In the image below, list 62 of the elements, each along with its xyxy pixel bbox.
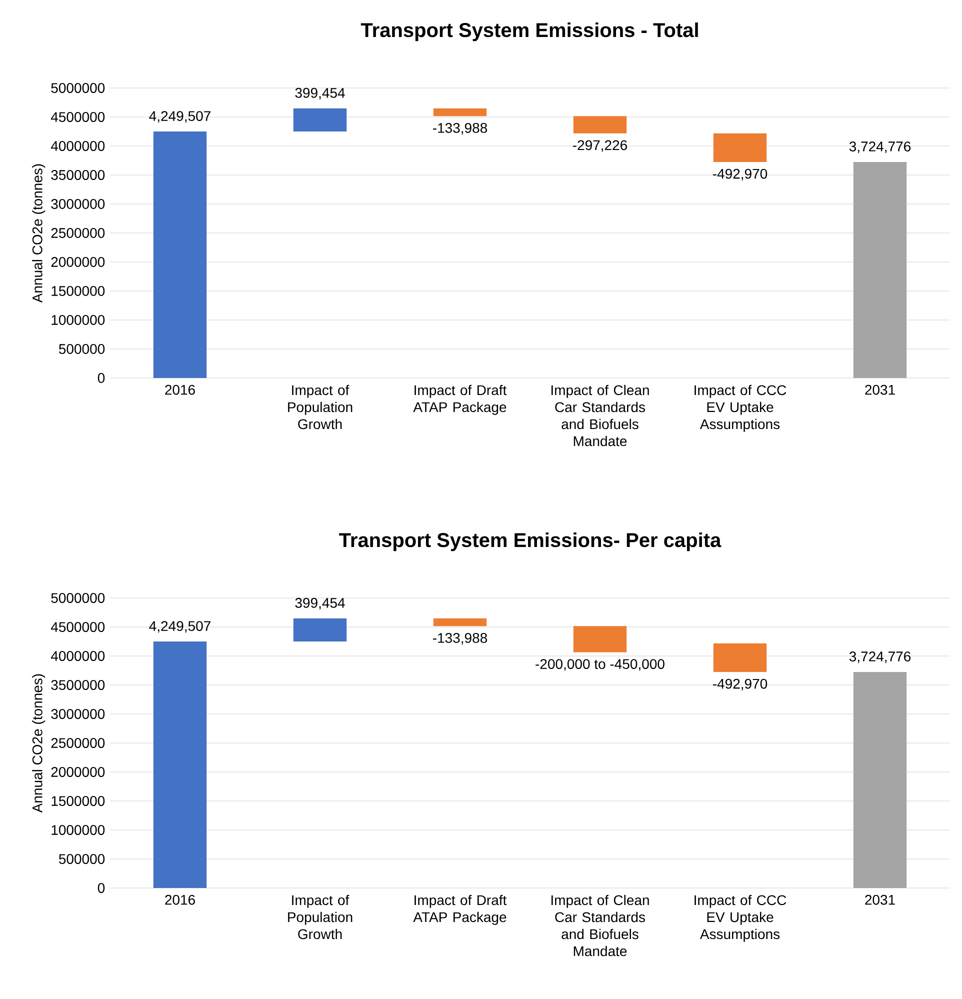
bar <box>713 643 767 672</box>
y-tick-label: 3500000 <box>51 170 105 180</box>
x-tick-label: Impact of Draft ATAP Package <box>413 384 507 415</box>
bar <box>573 116 627 134</box>
data-label: -492,970 <box>712 168 768 180</box>
y-tick-label: 0 <box>98 373 105 383</box>
y-tick-label: 5000000 <box>51 593 105 603</box>
x-tick-label: 2016 <box>165 384 195 395</box>
bar <box>293 618 347 642</box>
y-axis-title: Annual CO2e (tonnes) <box>32 164 46 303</box>
data-label: -133,988 <box>432 122 488 135</box>
data-label: -200,000 to -450,000 <box>536 659 664 671</box>
data-label: 4,249,507 <box>149 111 210 123</box>
bar <box>573 626 627 652</box>
x-tick-label: Impact of Population Growth <box>288 894 352 940</box>
data-label: 3,724,776 <box>849 652 911 664</box>
y-tick-label: 4500000 <box>50 622 105 632</box>
data-label: -297,226 <box>572 140 628 152</box>
bar <box>853 672 907 888</box>
y-tick-label: 1500000 <box>52 796 105 806</box>
bar <box>713 133 767 162</box>
x-tick-label: Impact of Clean Car Standards and Biofuels Mandate <box>551 384 649 446</box>
data-label: -492,970 <box>712 678 768 690</box>
y-tick-label: 2500000 <box>51 738 105 748</box>
y-tick-label: 4000000 <box>50 651 105 661</box>
bar <box>153 132 207 378</box>
data-label: 399,454 <box>295 598 345 610</box>
y-tick-label: 3000000 <box>51 709 105 719</box>
y-tick-label: 3000000 <box>51 199 105 209</box>
y-tick-label: 1000000 <box>52 825 105 835</box>
y-tick-label: 1500000 <box>52 286 105 296</box>
y-axis-title: Annual CO2e (tonnes) <box>32 674 46 813</box>
chart-title: Transport System Emissions - Total <box>360 22 698 42</box>
y-tick-label: 3500000 <box>51 680 105 690</box>
x-tick-label: Impact of CCC EV Uptake Assumptions <box>694 384 786 432</box>
y-tick-label: 0 <box>98 883 105 893</box>
y-tick-label: 2500000 <box>51 228 105 238</box>
x-tick-label: 2031 <box>865 384 895 395</box>
data-label: -133,988 <box>432 632 488 645</box>
data-label: 4,249,507 <box>149 621 210 633</box>
y-tick-label: 4500000 <box>50 112 105 122</box>
y-tick-label: 2000000 <box>51 257 105 267</box>
bar <box>293 108 347 132</box>
bar <box>853 162 907 378</box>
y-tick-label: 4000000 <box>50 141 105 151</box>
x-tick-label: Impact of CCC EV Uptake Assumptions <box>694 894 786 942</box>
data-label: 399,454 <box>295 88 345 100</box>
y-tick-label: 500000 <box>58 344 105 354</box>
bar <box>153 642 207 888</box>
x-tick-label: 2016 <box>165 894 195 905</box>
y-tick-label: 2000000 <box>51 767 105 777</box>
chart-title: Transport System Emissions- Per capita <box>339 532 722 552</box>
y-tick-label: 1000000 <box>52 315 105 325</box>
bar <box>433 618 487 626</box>
x-tick-label: Impact of Population Growth <box>288 384 352 430</box>
x-tick-label: 2031 <box>865 894 895 905</box>
y-tick-label: 5000000 <box>51 83 105 93</box>
bar <box>433 108 487 116</box>
data-label: 3,724,776 <box>849 142 911 154</box>
y-tick-label: 500000 <box>58 854 105 864</box>
x-tick-label: Impact of Clean Car Standards and Biofuels Mandate <box>551 894 649 956</box>
x-tick-label: Impact of Draft ATAP Package <box>413 894 507 925</box>
